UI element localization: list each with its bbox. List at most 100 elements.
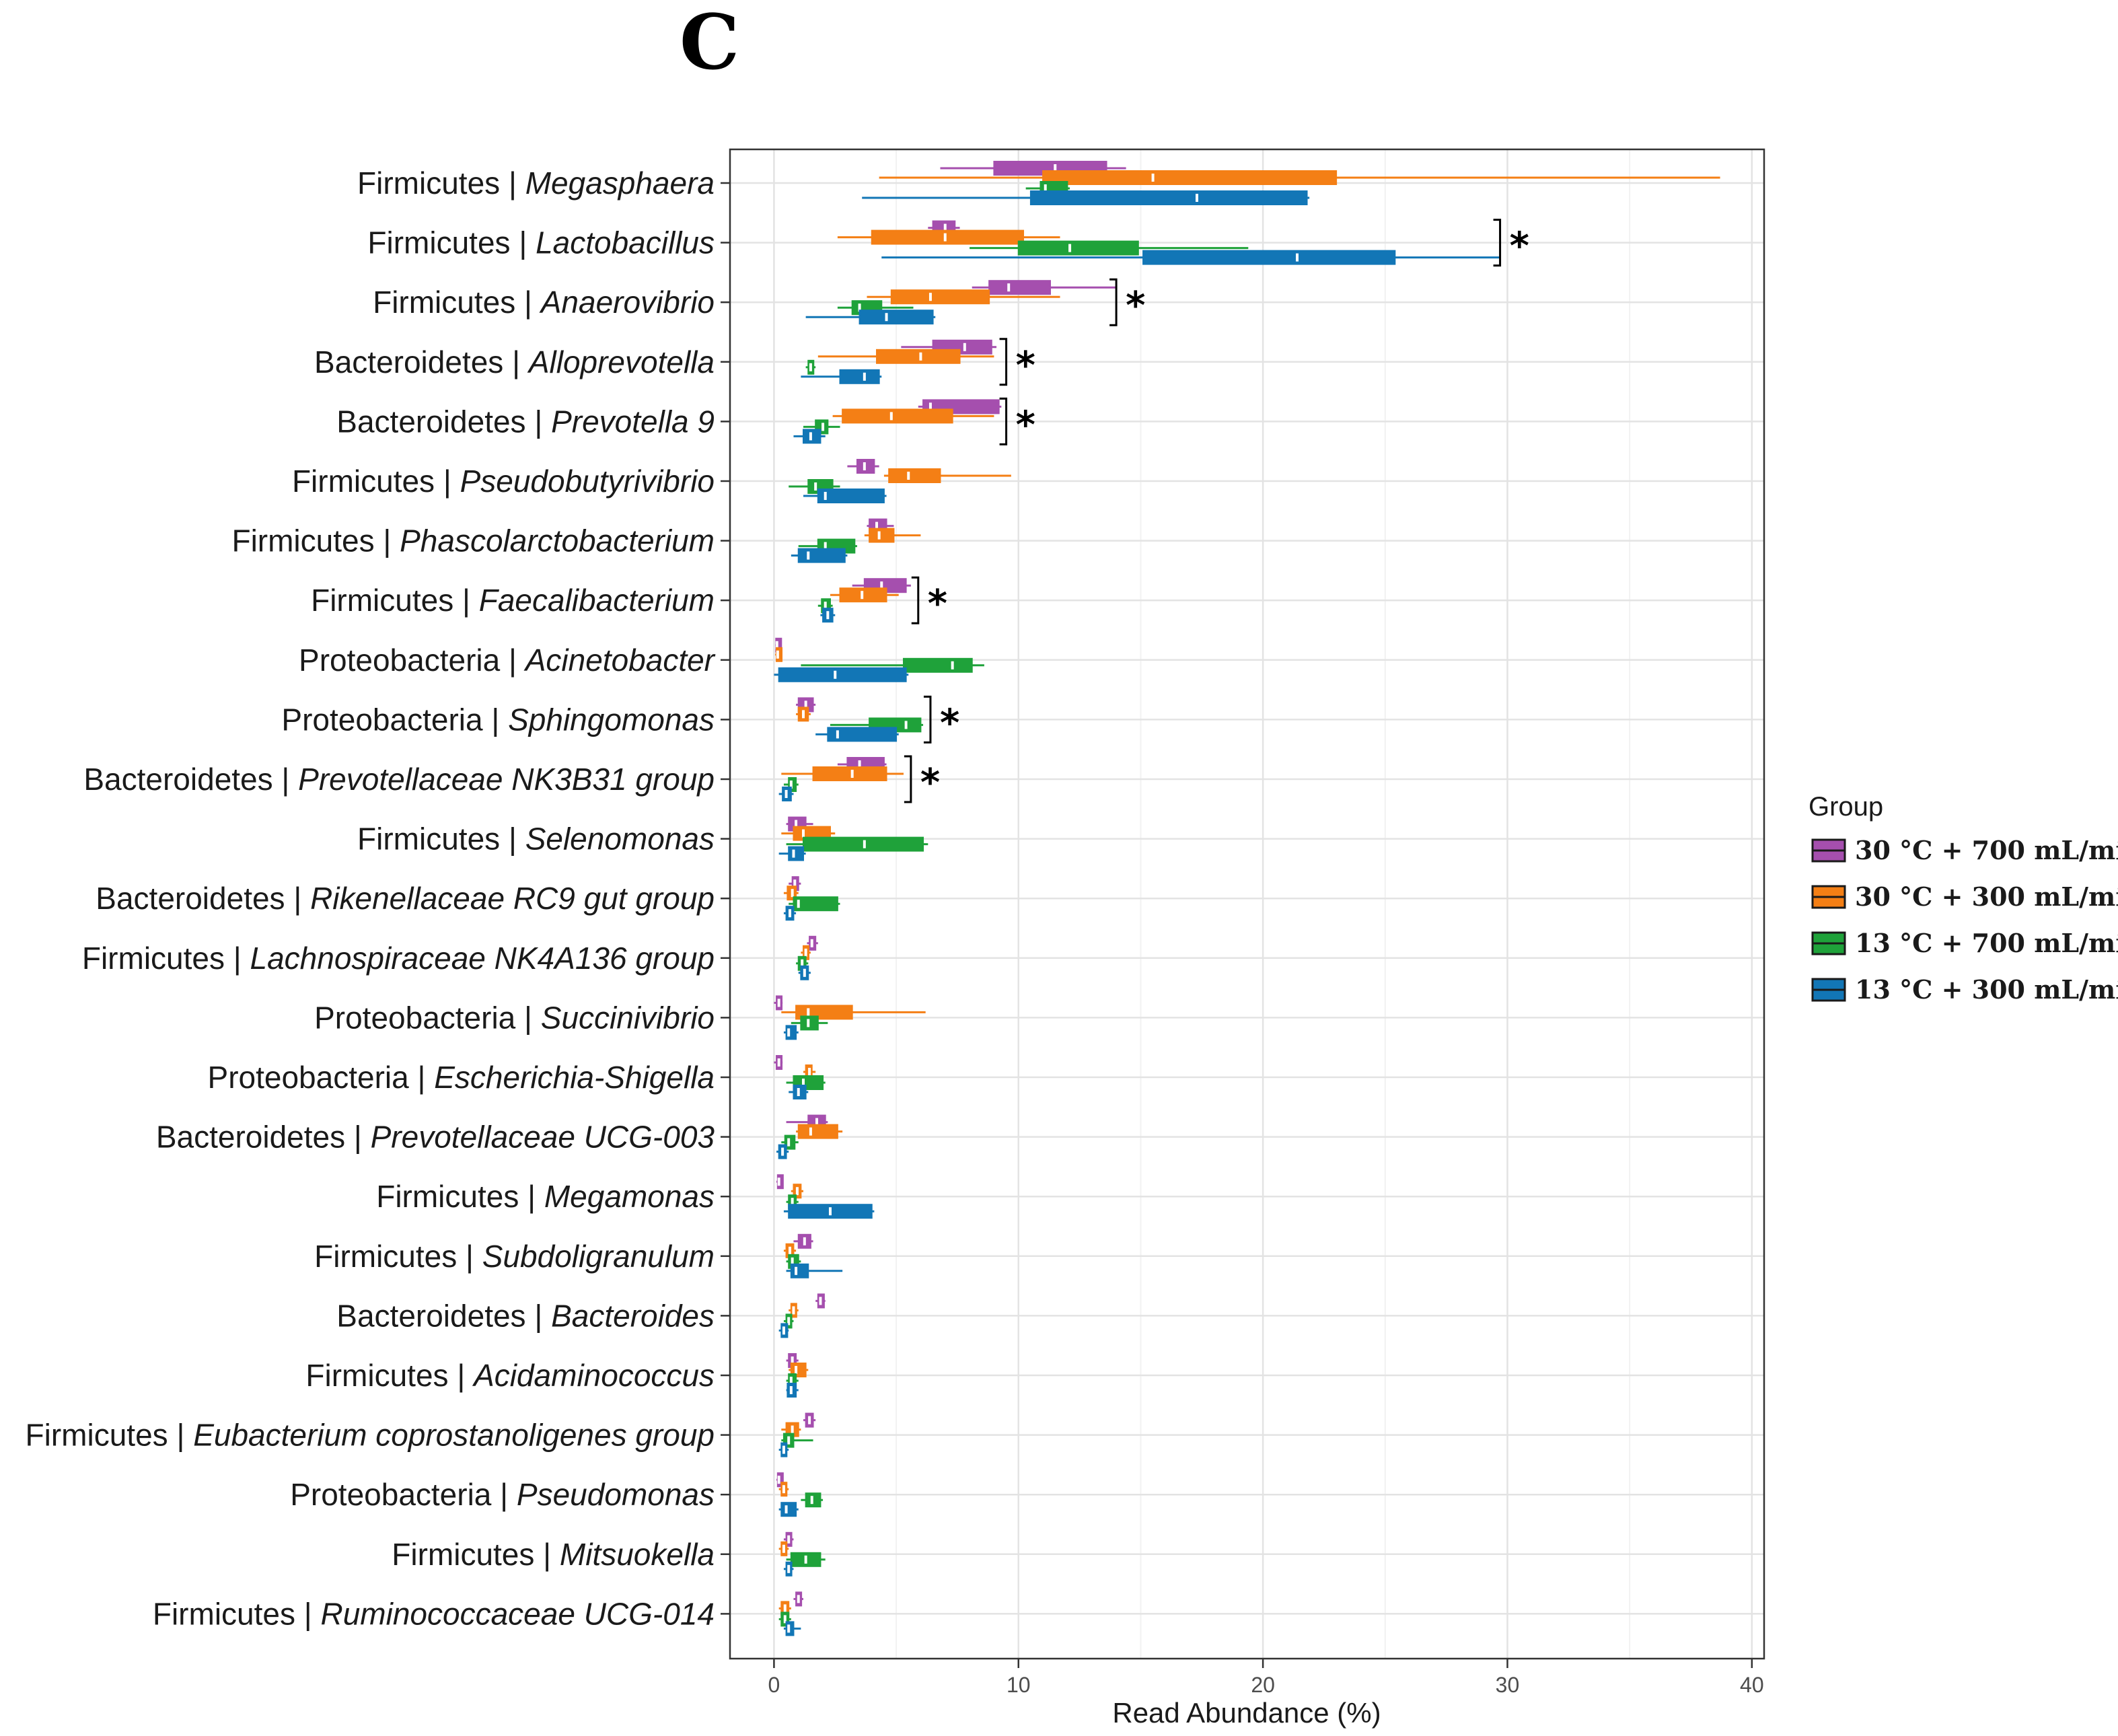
- x-tick-label: 0: [768, 1673, 780, 1697]
- box-iqr: [1029, 190, 1308, 205]
- box-iqr: [793, 896, 838, 912]
- panel-label: C: [680, 0, 739, 87]
- category-phylum: Proteobacteria |: [290, 1477, 517, 1512]
- box-iqr: [778, 667, 907, 682]
- category-genus: Selenomonas: [525, 822, 715, 857]
- category-label: Proteobacteria | Acinetobacter: [299, 643, 716, 678]
- legend-label: 30 °C + 700 mL/min: [1855, 835, 2118, 865]
- category-genus: Eubacterium coprostanoligenes group: [193, 1418, 715, 1453]
- category-label: Firmicutes | Megamonas: [376, 1179, 715, 1214]
- legend-label: 30 °C + 300 mL/min: [1855, 881, 2118, 912]
- category-label: Proteobacteria | Succinivibrio: [314, 1000, 715, 1035]
- category-genus: Alloprevotella: [527, 345, 715, 379]
- category-phylum: Firmicutes |: [231, 523, 400, 558]
- category-label: Bacteroidetes | Rikenellaceae RC9 gut gr…: [96, 881, 715, 916]
- significance-bracket: [911, 576, 920, 624]
- category-phylum: Firmicutes |: [357, 166, 525, 201]
- significance-bracket: [999, 397, 1008, 445]
- category-label: Firmicutes | Eubacterium coprostanoligen…: [26, 1418, 715, 1453]
- category-phylum: Firmicutes |: [292, 464, 460, 499]
- series-30C_700: [774, 161, 1126, 1607]
- box-series: [774, 161, 1720, 1636]
- category-label: Firmicutes | Lachnospiraceae NK4A136 gro…: [82, 941, 715, 976]
- box-iqr: [888, 468, 941, 483]
- category-genus: Pseudomonas: [517, 1477, 715, 1512]
- category-genus: Megamonas: [544, 1179, 715, 1214]
- category-phylum: Bacteroidetes |: [83, 762, 298, 797]
- x-tick-label: 20: [1251, 1673, 1275, 1697]
- significance-star: *: [1510, 225, 1529, 268]
- category-phylum: Firmicutes |: [153, 1596, 321, 1631]
- x-tick-label: 30: [1496, 1673, 1520, 1697]
- category-phylum: Firmicutes |: [82, 941, 250, 976]
- category-phylum: Firmicutes |: [373, 285, 541, 320]
- category-phylum: Proteobacteria |: [299, 643, 525, 678]
- category-phylum: Bacteroidetes |: [96, 881, 310, 916]
- category-label: Firmicutes | Mitsuokella: [392, 1537, 715, 1572]
- category-genus: Faecalibacterium: [479, 583, 715, 618]
- category-phylum: Firmicutes |: [311, 583, 479, 618]
- category-phylum: Firmicutes |: [376, 1179, 544, 1214]
- category-label: Bacteroidetes | Prevotellaceae UCG-003: [156, 1120, 715, 1155]
- box-iqr: [890, 289, 990, 305]
- significance-star: *: [928, 582, 947, 626]
- box-iqr: [797, 1124, 838, 1139]
- category-phylum: Bacteroidetes |: [336, 404, 551, 439]
- significance-star: *: [940, 701, 959, 745]
- legend-label: 13 °C + 300 mL/min: [1855, 974, 2118, 1005]
- grid-lines: [730, 149, 1764, 1659]
- category-genus: Prevotellaceae UCG-003: [371, 1120, 715, 1155]
- category-label: Firmicutes | Faecalibacterium: [311, 583, 715, 618]
- category-genus: Prevotellaceae NK3B31 group: [298, 762, 715, 797]
- category-phylum: Proteobacteria |: [208, 1060, 435, 1095]
- category-genus: Acinetobacter: [523, 643, 716, 678]
- box-iqr: [876, 349, 961, 364]
- category-genus: Subdoligranulum: [482, 1239, 715, 1274]
- category-genus: Prevotella 9: [551, 404, 715, 439]
- category-genus: Succinivibrio: [541, 1000, 715, 1035]
- box-iqr: [812, 766, 887, 781]
- box-iqr: [869, 528, 895, 543]
- category-genus: Lactobacillus: [536, 225, 715, 260]
- category-label: Proteobacteria | Sphingomonas: [281, 702, 715, 737]
- category-genus: Megasphaera: [525, 166, 715, 201]
- category-genus: Phascolarctobacterium: [400, 523, 715, 558]
- box-iqr: [780, 1502, 797, 1517]
- box-iqr: [817, 489, 885, 503]
- x-axis-ticks: 0 10 20 30 40: [768, 1659, 1764, 1697]
- series-13C_700: [778, 181, 1249, 1627]
- legend: Group 30 °C + 700 mL/min 30 °C + 300 mL/m…: [1809, 792, 2118, 1005]
- category-phylum: Firmicutes |: [314, 1239, 482, 1274]
- category-phylum: Proteobacteria |: [314, 1000, 541, 1035]
- box-iqr: [797, 548, 846, 563]
- category-phylum: Firmicutes |: [305, 1358, 474, 1393]
- category-label: Firmicutes | Lactobacillus: [367, 225, 715, 260]
- category-genus: Mitsuokella: [560, 1537, 715, 1572]
- box-iqr: [859, 310, 934, 325]
- category-label: Firmicutes | Selenomonas: [357, 822, 715, 857]
- category-genus: Lachnospiraceae NK4A136 group: [250, 941, 715, 976]
- significance-bracket: [1109, 278, 1118, 326]
- category-label: Firmicutes | Anaerovibrio: [373, 285, 715, 320]
- category-phylum: Firmicutes |: [357, 822, 525, 857]
- series-30C_300: [775, 170, 1720, 1616]
- category-label: Bacteroidetes | Alloprevotella: [314, 345, 715, 379]
- x-tick-label: 40: [1740, 1673, 1764, 1697]
- category-genus: Bacteroides: [551, 1298, 715, 1333]
- significance-star: *: [1126, 284, 1145, 328]
- category-genus: Acidaminococcus: [472, 1358, 715, 1393]
- category-label: Firmicutes | Acidaminococcus: [305, 1358, 715, 1393]
- category-genus: Anaerovibrio: [539, 285, 715, 320]
- category-phylum: Bacteroidetes |: [336, 1298, 551, 1333]
- category-phylum: Bacteroidetes |: [314, 345, 529, 379]
- category-genus: Rikenellaceae RC9 gut group: [310, 881, 715, 916]
- series-13C_300: [774, 190, 1500, 1636]
- legend-label: 13 °C + 700 mL/min: [1855, 928, 2118, 958]
- category-label: Proteobacteria | Escherichia-Shigella: [208, 1060, 715, 1095]
- box-iqr: [1042, 170, 1338, 185]
- category-label: Bacteroidetes | Prevotellaceae NK3B31 gr…: [83, 762, 715, 797]
- category-genus: Sphingomonas: [508, 702, 715, 737]
- category-phylum: Proteobacteria |: [281, 702, 508, 737]
